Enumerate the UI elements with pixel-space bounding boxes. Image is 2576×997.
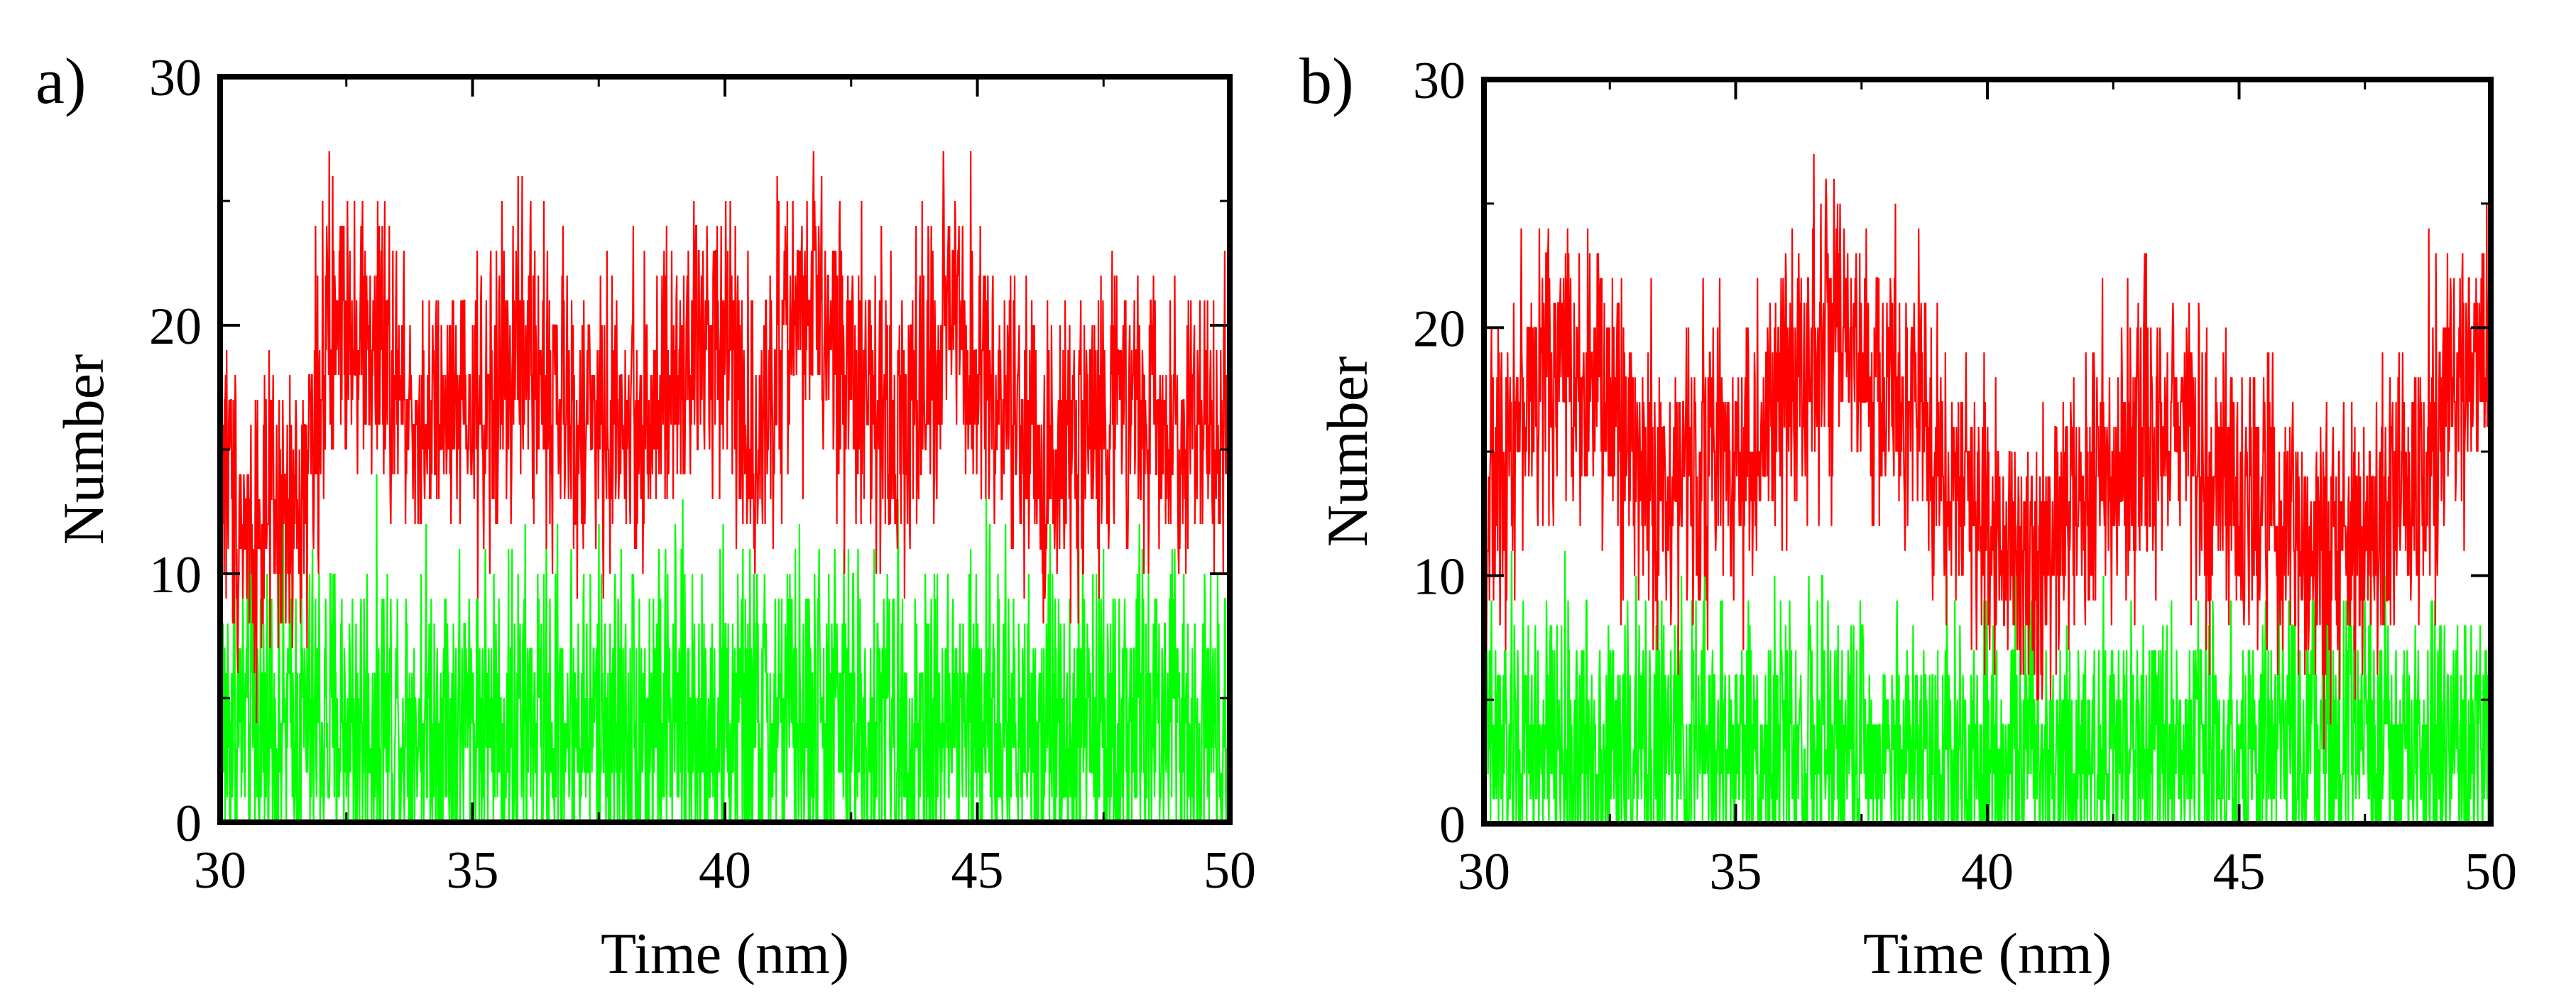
x-tick-label: 35 bbox=[447, 841, 499, 900]
series-line-red bbox=[220, 151, 1230, 724]
series-line-red bbox=[1484, 153, 2491, 750]
y-axis-title-b: Number bbox=[1315, 356, 1380, 547]
x-tick-label: 40 bbox=[1961, 843, 2014, 901]
y-tick-label: 20 bbox=[1413, 300, 1466, 358]
panel-label-b: b) bbox=[1299, 45, 1354, 117]
series-line-green bbox=[220, 474, 1230, 822]
panel-label-a: a) bbox=[36, 45, 86, 117]
x-tick-label: 35 bbox=[1710, 843, 1762, 901]
y-axis-title-a: Number bbox=[51, 354, 116, 545]
x-tick-label: 45 bbox=[2213, 843, 2266, 901]
y-tick-label: 10 bbox=[149, 546, 202, 604]
panel-a: a) 30 35 40 45 50 0 10 20 30 Time (nm) Number bbox=[36, 45, 1256, 986]
x-axis-title-b: Time (nm) bbox=[1863, 921, 2112, 986]
x-tick-label: 30 bbox=[1458, 843, 1510, 901]
panel-b: b) 30 35 40 45 50 0 10 20 30 Time (nm) Number bbox=[1299, 45, 2517, 986]
x-tick-label: 40 bbox=[699, 841, 751, 900]
y-tick-label: 10 bbox=[1413, 548, 1466, 606]
y-tick-label: 20 bbox=[149, 298, 202, 356]
y-tick-label: 0 bbox=[175, 795, 202, 853]
x-tick-label: 30 bbox=[194, 841, 246, 900]
x-tick-label: 45 bbox=[951, 841, 1004, 900]
y-tick-label: 0 bbox=[1439, 796, 1466, 854]
x-tick-label: 50 bbox=[1204, 841, 1256, 900]
y-tick-label: 30 bbox=[1413, 52, 1466, 110]
x-axis-title-a: Time (nm) bbox=[601, 921, 849, 986]
x-tick-label: 50 bbox=[2465, 843, 2517, 901]
y-tick-label: 30 bbox=[149, 49, 202, 107]
